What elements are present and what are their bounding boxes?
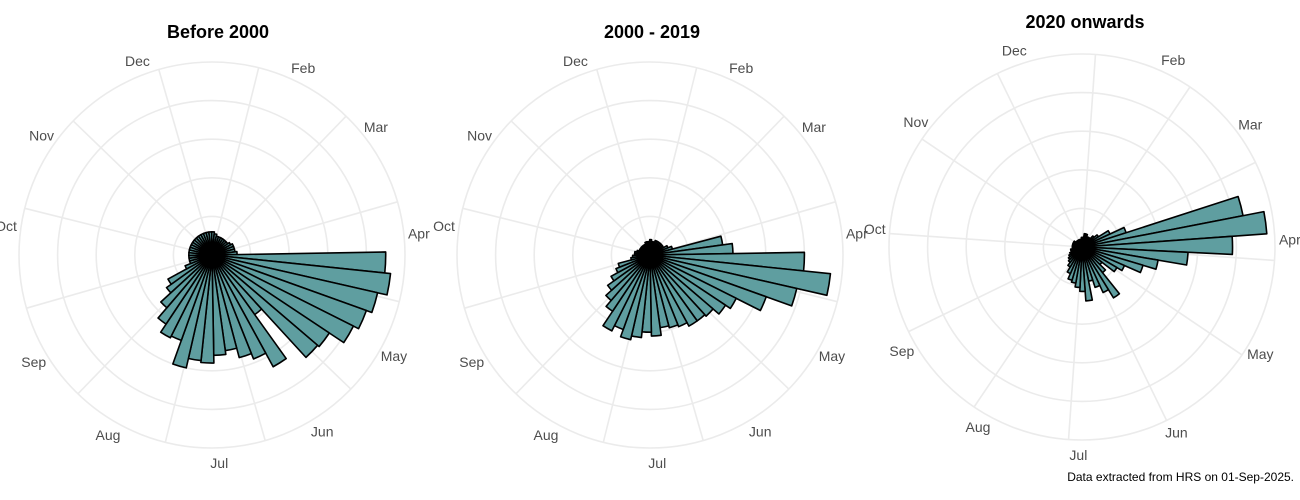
month-label-apr: Apr [846,225,868,241]
month-label-jul: Jul [648,455,666,471]
month-label-dec: Dec [563,53,588,69]
month-label-jul: Jul [210,455,228,471]
bar-wedge [1078,238,1083,248]
grid-spoke [1081,54,1097,248]
bar-wedge [649,254,738,310]
bar-wedge [1081,210,1268,248]
month-label-dec: Dec [125,53,150,69]
month-label-oct: Oct [0,218,17,234]
month-label-oct: Oct [864,221,886,237]
month-label-mar: Mar [802,119,826,135]
grid-spoke [921,138,1083,248]
bar-wedge [605,254,651,302]
grid-spoke [211,67,260,256]
month-label-apr: Apr [1279,232,1300,248]
month-label-aug: Aug [96,427,121,443]
grid-spoke [996,73,1083,248]
bar-wedge [649,254,679,329]
month-label-mar: Mar [1238,117,1262,133]
grid-spoke [649,67,698,256]
bar-wedge [1081,246,1121,299]
month-label-feb: Feb [291,60,315,76]
grid-spoke [72,120,213,256]
bar-wedge [211,254,267,360]
bar-wedge [211,254,355,344]
bar-wedge [211,254,319,359]
month-label-mar: Mar [364,119,388,135]
month-label-jul: Jul [1069,447,1087,463]
month-label-dec: Dec [1002,42,1027,58]
polar-chart-3: Dec Feb Mar Apr May Jun Jul Aug Sep Oct Nov 2020 on… [864,12,1300,463]
grid-spoke [908,246,1083,333]
bar-wedge [649,254,688,328]
panel-title: 2000 - 2019 [604,22,700,42]
month-label-may: May [1247,346,1273,362]
data-source-caption: Data extracted from HRS on 01-Sep-2025. [1067,470,1294,484]
month-label-sep: Sep [21,354,46,370]
month-label-feb: Feb [729,60,753,76]
bar-wedge [647,240,651,256]
bar-wedge [615,254,651,274]
grid-ring [926,91,1238,403]
polar-chart-2: Feb Mar Apr May Jun Jul Aug Sep Oct Nov Dec 2000 - … [433,22,868,471]
bar-wedge [160,254,213,309]
grid-ring [888,53,1276,441]
panel-title: Before 2000 [167,22,269,42]
bar-wedge [167,254,213,286]
grid-spoke [26,254,213,309]
month-label-jun: Jun [749,423,772,439]
grid-spoke [158,69,213,256]
month-label-jun: Jun [1165,424,1188,440]
month-label-nov: Nov [29,128,54,144]
bar-wedge [208,231,213,256]
bar-wedge [606,254,651,292]
month-label-sep: Sep [459,354,484,370]
grid-ring [456,61,844,449]
month-label-may: May [381,348,407,364]
bar-wedge [211,254,368,330]
month-label-nov: Nov [903,114,928,130]
bar-wedge [1081,246,1094,302]
month-label-may: May [819,348,845,364]
bar-wedge [165,254,213,294]
bar-wedge [649,254,699,327]
month-label-nov: Nov [467,128,492,144]
bar-wedge [157,254,213,325]
bar-wedge [1081,235,1234,256]
grid-spoke [596,69,651,256]
bar-wedge [649,254,662,337]
bar-wedge [211,254,253,359]
bar-wedge [211,254,331,348]
polar-chart-1: Feb Mar Apr May Jun Jul Aug Sep Oct Nov Dec Before … [0,22,430,471]
grid-spoke [1081,86,1191,248]
panel-title: 2020 onwards [1025,12,1144,32]
bar-wedge [211,254,287,368]
grid-spoke [211,201,398,256]
grid-spoke [462,207,651,256]
bar-wedge [610,254,651,282]
month-label-jun: Jun [311,423,334,439]
month-label-sep: Sep [889,343,914,359]
grid-spoke [973,246,1083,408]
bar-wedge [1081,246,1101,289]
month-label-apr: Apr [408,225,430,241]
grid-spoke [24,207,213,256]
month-label-aug: Aug [534,427,559,443]
bar-wedge [617,254,651,268]
month-label-oct: Oct [433,218,455,234]
bar-wedge [1081,246,1110,294]
bar-wedge [649,254,714,317]
month-label-aug: Aug [966,419,991,435]
bar-wedge [649,254,727,315]
grid-spoke [889,232,1083,248]
grid-spoke [510,120,651,256]
month-label-feb: Feb [1161,52,1185,68]
grid-spoke [649,115,785,256]
grid-spoke [211,115,347,256]
grid-ring [18,61,406,449]
